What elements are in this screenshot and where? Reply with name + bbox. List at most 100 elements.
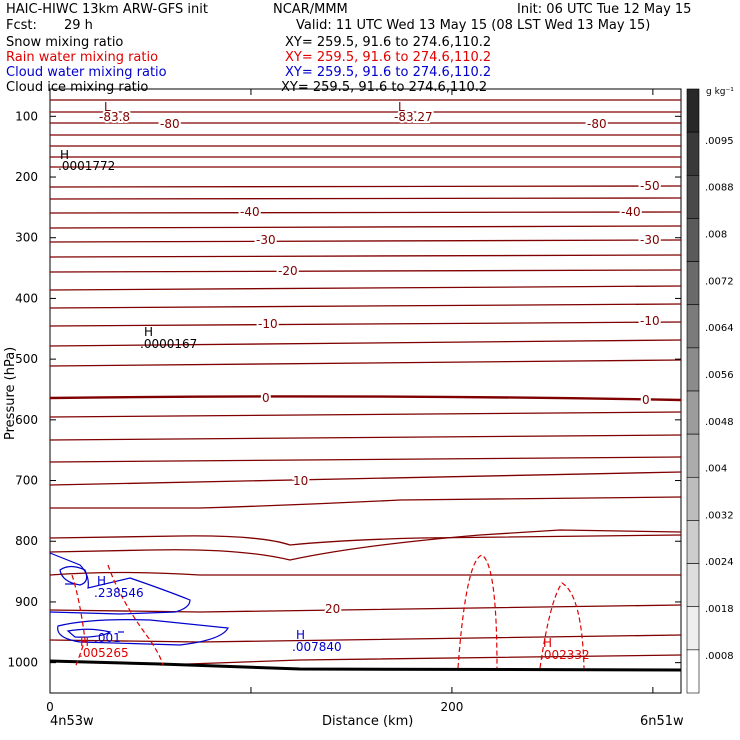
colorbar-swatch [686,347,700,392]
colorbar-label: .008 [705,229,727,240]
temperature-contour-line [49,359,682,367]
field-label-rain: Rain water mixing ratio [6,50,159,65]
rain-water-contours [71,554,585,669]
fcst-value: 29 h [64,18,93,33]
plot-frame [49,88,682,694]
temperature-contour-line [49,571,681,576]
rain-water-contour-line [71,574,86,669]
contour-label: -10 [258,317,278,331]
x-end-label: 6n51w [640,714,684,729]
field-label-snow: Snow mixing ratio [6,35,124,50]
extremum-value: .001 [94,631,121,645]
y-tick-label: 400 [15,291,38,305]
field-label-cloud-water: Cloud water mixing ratio [6,65,167,80]
temperature-contour-line [49,471,682,486]
colorbar-swatch [686,88,700,133]
contour-label: 0 [642,393,650,407]
org-label: NCAR/MMM [273,2,348,17]
y-tick-label: 200 [15,170,38,184]
colorbar-swatch [686,649,700,694]
colorbar: .0095 .0088 .008 .0072 .0064 .0056 .0048 .004 .0… [686,88,734,694]
x-tick-label: 200 [440,700,463,714]
x-axis: 0 200 [46,89,654,714]
y-tick-label: 300 [15,231,38,245]
contour-label: 10 [293,474,308,488]
colorbar-label: .0095 [705,136,734,147]
contour-label: -30 [640,233,660,247]
y-tick-label: 900 [15,595,38,609]
temperature-contour-line [49,269,682,273]
contour-label: -10 [640,314,660,328]
y-tick-label: 600 [15,413,38,427]
y-axis-title: Pressure (hPa) [3,347,18,440]
extremum-value: .0001772 [58,159,115,173]
cloud-water-contour-line [57,619,229,646]
field-xy-snow: XY= 259.5, 91.6 to 274.6,110.2 [285,35,492,50]
contour-label: -83.8 [99,110,130,124]
temperature-contour-line [49,634,682,643]
terrain-line [49,659,682,672]
rain-water-contour-line [457,554,498,669]
contour-label: -50 [640,179,660,193]
colorbar-swatch [686,218,700,262]
y-tick-label: 500 [15,352,38,366]
extrema-markers: L L H .0001772 H .0000167 H .238546 .001… [58,100,590,662]
high-marker: H [97,574,106,588]
colorbar-label: .0056 [705,370,734,381]
contour-label: 20 [325,602,340,616]
y-tick-label: 700 [15,474,38,488]
temperature-contour-line [49,197,682,200]
temperature-contour-line [49,529,682,561]
field-xy-cloud-ice: XY= 259.5, 91.6 to 274.6,110.2 [281,80,488,95]
init-time: Init: 06 UTC Tue 12 May 15 [517,2,692,17]
colorbar-label: .0048 [705,417,734,428]
colorbar-swatch [686,390,700,435]
high-marker: H [296,628,305,642]
temperature-contour-line [49,321,682,327]
rain-water-contour-line [107,564,164,666]
temperature-contour-line [49,604,682,613]
colorbar-swatch [686,520,700,564]
colorbar-label: .0088 [705,183,734,194]
temperature-contour-line [49,339,682,347]
colorbar-unit: g kg⁻¹ [706,87,734,97]
temperature-contour-line [49,534,682,546]
colorbar-swatch [686,606,700,651]
contour-label: -40 [240,205,260,219]
contour-label: -40 [621,205,641,219]
colorbar-swatch [686,304,700,349]
x-start-label: 4n53w [50,714,94,729]
colorbar-swatch [686,476,700,521]
field-xy-rain: XY= 259.5, 91.6 to 274.6,110.2 [285,50,492,65]
temperature-contour-line [49,254,682,258]
y-tick-label: 800 [15,534,38,548]
temperature-contour-line [49,434,682,441]
temperature-contour-line [49,411,682,418]
field-label-cloud-ice: Cloud ice mixing ratio [6,80,149,95]
contour-label: -30 [256,233,276,247]
temperature-contour-line [49,239,682,243]
colorbar-label: .0064 [705,323,734,334]
colorbar-swatch [686,433,700,478]
y-tick-label: 100 [15,109,38,123]
cloud-water-contour-line [59,565,88,586]
field-xy-cloud-water: XY= 259.5, 91.6 to 274.6,110.2 [285,65,492,80]
temperature-contour-line [49,395,682,402]
contour-label: -83.27 [394,110,433,124]
low-marker: L [104,100,111,114]
high-marker: H [144,325,153,339]
colorbar-label: .0024 [705,557,734,568]
colorbar-label: .0072 [705,276,734,287]
model-title: HAIC-HIWC 13km ARW-GFS init [6,2,208,17]
extremum-value: .005265 [79,646,129,660]
extremum-value: .238546 [94,586,144,600]
rain-water-contour-line [539,582,585,669]
temperature-contour-line [49,285,682,291]
cloud-water-contours [49,552,229,646]
contour-label: -20 [278,264,298,278]
colorbar-swatch [686,261,700,306]
contour-label: -80 [160,117,180,131]
extremum-value: .0000167 [140,337,197,351]
temperature-contour-line [49,211,682,214]
